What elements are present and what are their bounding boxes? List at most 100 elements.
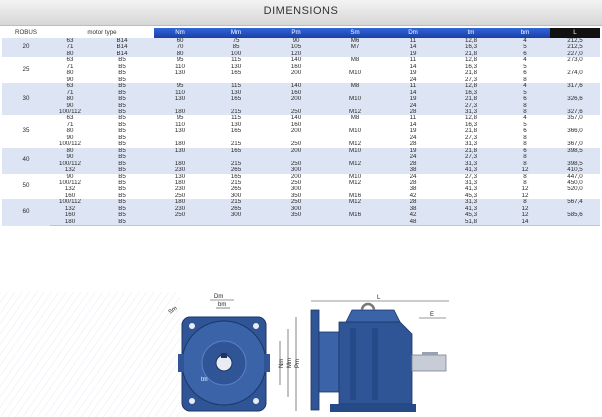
lifting-eye (360, 302, 376, 311)
robus-size: 60 (2, 199, 50, 226)
cell-bm: 6 (500, 96, 551, 103)
cell-mm: 215 (206, 160, 267, 168)
cell-motor-size: 160 (50, 212, 90, 219)
cell-motor-size: 80 (50, 70, 90, 77)
page-title: DIMENSIONS (263, 5, 339, 17)
cell-l: 447,0 (550, 173, 601, 180)
table-row: 90 B5 24 27,3 8 (2, 102, 601, 109)
cell-l: 317,6 (550, 83, 601, 90)
table-row: 90 B5 24 27,3 8 (2, 76, 601, 84)
cell-pm: 350 (266, 192, 327, 200)
cell-mm (206, 134, 267, 142)
cell-tm: 51,8 (442, 218, 501, 227)
col-tm: tm (442, 28, 501, 38)
cell-mm: 115 (206, 115, 267, 122)
cell-motor-size: 63 (50, 83, 90, 90)
housing-rib (350, 328, 356, 400)
cell-bm: 12 (500, 167, 551, 174)
cell-mm: 115 (206, 83, 267, 90)
cell-tm: 27,3 (442, 173, 501, 180)
cell-motor-size: 100/112 (50, 141, 90, 148)
cell-mm: 265 (206, 167, 267, 174)
cell-flange-type: B5 (90, 76, 155, 84)
cell-tm: 21,8 (442, 128, 501, 135)
cell-mm: 215 (206, 179, 267, 187)
cell-l (550, 134, 601, 142)
cell-motor-size: 80 (50, 96, 90, 103)
cell-nm: 230 (154, 167, 207, 174)
cell-nm (154, 102, 207, 109)
cell-pm: 250 (266, 108, 327, 116)
col-bm: bm (500, 28, 551, 38)
cell-l: 227,0 (550, 50, 601, 58)
table-row: 132 B5 230 265 300 38 41,3 12 520,0 (2, 186, 601, 193)
cell-flange-type: B14 (90, 50, 155, 58)
robus-size: 25 (2, 57, 50, 84)
cell-l (550, 218, 601, 227)
cell-dm: 38 (384, 186, 443, 193)
cell-motor-size: 90 (50, 134, 90, 142)
cell-l (550, 76, 601, 84)
cell-sm: M10 (326, 147, 385, 155)
cell-mm (206, 154, 267, 161)
cell-dm: 14 (384, 121, 443, 129)
cell-sm (326, 134, 385, 142)
cell-tm: 45,3 (442, 192, 501, 200)
cell-sm (326, 76, 385, 84)
cell-sm: M7 (326, 44, 385, 51)
cell-l: 585,6 (550, 212, 601, 219)
adapter (318, 331, 340, 393)
cell-motor-size: 71 (50, 63, 90, 71)
col-sm: Sm (326, 28, 385, 38)
cell-pm: 140 (266, 57, 327, 64)
label-mm: Mm (287, 358, 293, 368)
cell-dm: 11 (384, 38, 443, 45)
cell-nm: 230 (154, 205, 207, 213)
cell-sm: M10 (326, 173, 385, 180)
cell-l (550, 89, 601, 97)
cell-nm: 130 (154, 96, 207, 103)
cell-pm: 200 (266, 96, 327, 103)
cell-l (550, 63, 601, 71)
reducer-drawing: Dm bm Sm tm Nm Mm Pm L E (0, 292, 449, 417)
cell-bm: 12 (500, 205, 551, 213)
cell-pm (266, 76, 327, 84)
cell-motor-size: 100/112 (50, 179, 90, 187)
col-l: L (550, 28, 601, 38)
background-watermark (0, 292, 180, 417)
cell-mm: 85 (206, 44, 267, 51)
cell-nm: 180 (154, 141, 207, 148)
cell-pm: 200 (266, 128, 327, 135)
cell-flange-type: B5 (90, 134, 155, 142)
cell-bm: 14 (500, 218, 551, 227)
cell-pm: 300 (266, 205, 327, 213)
cell-dm: 38 (384, 205, 443, 213)
table-row: 100/112 B5 180 215 250 M12 28 31,3 8 327,6 (2, 108, 601, 116)
label-l: L (377, 295, 381, 301)
cell-dm: 11 (384, 57, 443, 64)
table-row: 25 63 B5 95 115 140 M8 11 12,8 4 273,0 (2, 57, 601, 84)
cell-pm (266, 134, 327, 142)
cell-motor-size: 90 (50, 102, 90, 109)
cell-sm (326, 121, 385, 129)
cell-bm: 5 (500, 89, 551, 97)
cell-nm: 180 (154, 199, 207, 206)
cell-tm: 12,8 (442, 57, 501, 64)
cell-pm (266, 218, 327, 227)
cell-sm: M12 (326, 179, 385, 187)
housing-rib (372, 328, 378, 400)
cell-pm: 200 (266, 70, 327, 77)
cell-tm: 41,3 (442, 186, 501, 193)
cell-motor-size: 90 (50, 173, 90, 180)
cell-pm (266, 154, 327, 161)
cell-pm: 160 (266, 89, 327, 97)
table-row: 80 B14 80 100 120 19 21,8 6 227,0 (2, 50, 601, 58)
side-boss (264, 354, 270, 372)
cell-l: 520,0 (550, 186, 601, 193)
cell-flange-type: B5 (90, 96, 155, 103)
cell-l (550, 154, 601, 161)
cell-mm: 165 (206, 147, 267, 155)
cell-mm: 215 (206, 141, 267, 148)
cell-flange-type: B5 (90, 141, 155, 148)
cell-motor-size: 71 (50, 121, 90, 129)
